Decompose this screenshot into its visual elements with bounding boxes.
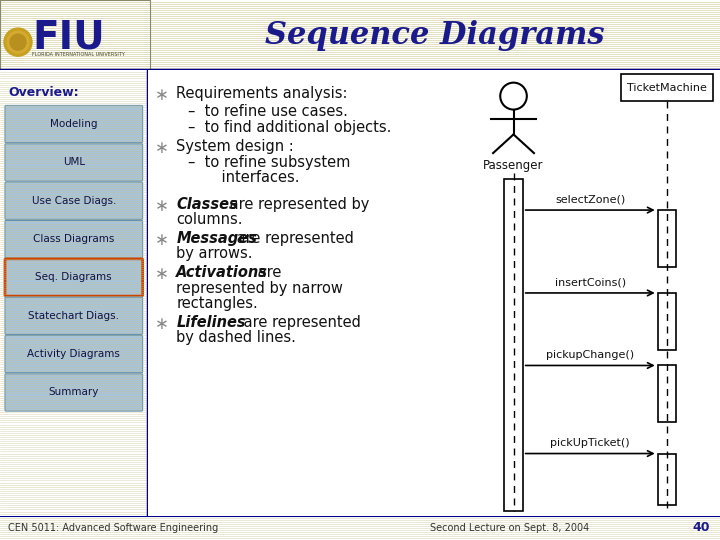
Text: Overview:: Overview: <box>8 86 78 99</box>
Text: Activations: Activations <box>176 265 269 280</box>
Text: Messages: Messages <box>176 231 257 246</box>
Text: FLORIDA INTERNATIONAL UNIVERSITY: FLORIDA INTERNATIONAL UNIVERSITY <box>32 52 125 57</box>
Text: Class Diagrams: Class Diagrams <box>33 234 114 244</box>
Text: pickupChange(): pickupChange() <box>546 350 634 360</box>
Text: ∗: ∗ <box>155 315 169 333</box>
Text: ∗: ∗ <box>155 197 169 214</box>
Text: TicketMachine: TicketMachine <box>627 83 707 93</box>
Text: rectangles.: rectangles. <box>176 296 258 311</box>
Text: Classes: Classes <box>176 197 238 212</box>
Text: CEN 5011: Advanced Software Engineering: CEN 5011: Advanced Software Engineering <box>8 523 218 533</box>
Text: are represented: are represented <box>239 315 361 330</box>
FancyBboxPatch shape <box>5 105 143 143</box>
Text: UML: UML <box>63 157 85 167</box>
Bar <box>657 210 676 267</box>
Text: Lifelines: Lifelines <box>176 315 246 330</box>
Text: insertCoins(): insertCoins() <box>554 278 626 288</box>
Text: Passenger: Passenger <box>483 159 544 172</box>
Text: by dashed lines.: by dashed lines. <box>176 330 296 345</box>
FancyBboxPatch shape <box>5 220 143 258</box>
Text: are: are <box>253 265 281 280</box>
Bar <box>657 454 676 505</box>
Text: Seq. Diagrams: Seq. Diagrams <box>35 272 112 282</box>
Text: –  to refine subsystem: – to refine subsystem <box>189 155 351 170</box>
Text: selectZone(): selectZone() <box>555 195 625 205</box>
Bar <box>504 179 523 510</box>
Bar <box>621 75 713 102</box>
Text: columns.: columns. <box>176 212 243 227</box>
Bar <box>657 293 676 350</box>
Text: ∗: ∗ <box>155 139 169 157</box>
Text: ∗: ∗ <box>155 231 169 249</box>
Text: represented by narrow: represented by narrow <box>176 280 343 295</box>
Text: interfaces.: interfaces. <box>203 170 300 185</box>
Text: Requirements analysis:: Requirements analysis: <box>176 86 348 101</box>
Text: ∗: ∗ <box>155 265 169 283</box>
Text: ∗: ∗ <box>155 86 169 104</box>
Text: System design :: System design : <box>176 139 294 153</box>
Circle shape <box>4 28 32 56</box>
Text: Summary: Summary <box>49 387 99 397</box>
FancyBboxPatch shape <box>5 297 143 334</box>
Text: FIU: FIU <box>32 18 104 56</box>
Text: Activity Diagrams: Activity Diagrams <box>27 349 120 359</box>
FancyBboxPatch shape <box>5 374 143 411</box>
FancyBboxPatch shape <box>5 259 143 296</box>
Circle shape <box>7 31 29 53</box>
Text: –  to refine use cases.: – to refine use cases. <box>189 104 348 119</box>
Text: are represented by: are represented by <box>225 197 369 212</box>
Text: Sequence Diagrams: Sequence Diagrams <box>265 19 605 51</box>
FancyBboxPatch shape <box>5 144 143 181</box>
Text: are represented: are represented <box>232 231 354 246</box>
Text: Statechart Diags.: Statechart Diags. <box>28 310 120 321</box>
Text: Use Case Diags.: Use Case Diags. <box>32 195 116 206</box>
Text: 40: 40 <box>693 521 710 535</box>
FancyBboxPatch shape <box>5 335 143 373</box>
Text: Modeling: Modeling <box>50 119 97 129</box>
Text: by arrows.: by arrows. <box>176 246 253 261</box>
FancyBboxPatch shape <box>5 182 143 219</box>
Bar <box>657 366 676 422</box>
Text: –  to find additional objects.: – to find additional objects. <box>189 120 392 135</box>
Text: pickUpTicket(): pickUpTicket() <box>550 438 630 448</box>
Circle shape <box>10 34 26 50</box>
Text: Second Lecture on Sept. 8, 2004: Second Lecture on Sept. 8, 2004 <box>430 523 589 533</box>
